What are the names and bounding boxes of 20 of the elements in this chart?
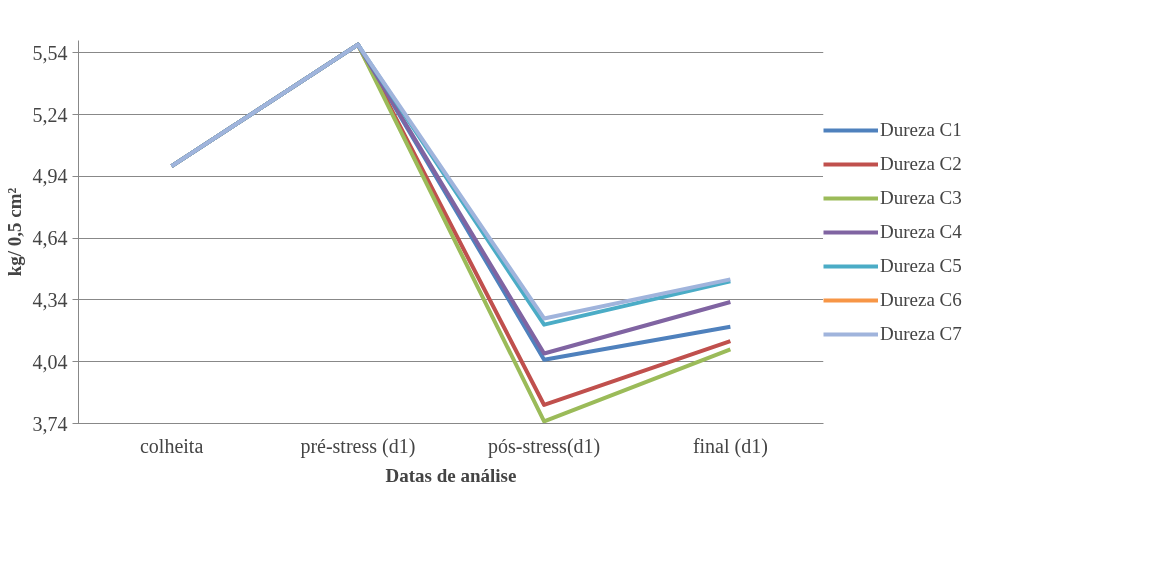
y-tick-label: 4,64 bbox=[32, 227, 68, 250]
legend-label: Dureza C7 bbox=[880, 322, 962, 345]
y-tick-label: 4,94 bbox=[32, 165, 68, 188]
y-tick-label: 5,54 bbox=[32, 41, 68, 64]
legend-label: Dureza C5 bbox=[880, 254, 962, 277]
x-tick-label: final (d1) bbox=[692, 434, 768, 458]
y-axis-title: kg/ 0,5 cm² bbox=[3, 187, 25, 277]
legend-label: Dureza C1 bbox=[880, 118, 962, 141]
y-tick-label: 5,24 bbox=[32, 103, 68, 126]
x-axis-title: Datas de análise bbox=[385, 464, 517, 486]
x-tick-label: pós-stress(d1) bbox=[488, 434, 601, 458]
legend-label: Dureza C4 bbox=[880, 220, 962, 243]
x-tick-label: colheita bbox=[139, 434, 204, 457]
legend-label: Dureza C3 bbox=[880, 186, 962, 209]
y-tick-label: 4,34 bbox=[32, 288, 68, 311]
y-tick-label: 3,74 bbox=[32, 412, 68, 435]
legend-label: Dureza C6 bbox=[880, 288, 962, 311]
legend-label: Dureza C2 bbox=[880, 152, 962, 175]
y-tick-label: 4,04 bbox=[32, 350, 68, 373]
x-tick-label: pré-stress (d1) bbox=[300, 434, 416, 458]
